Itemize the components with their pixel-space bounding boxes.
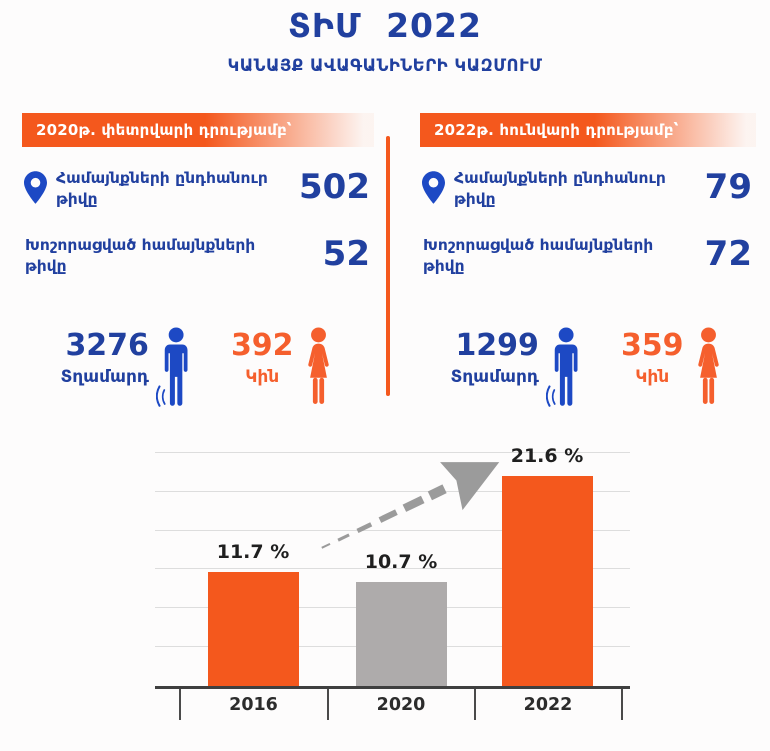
x-axis-label: 2020	[376, 695, 426, 715]
page-title: ՏԻՄ 2022	[288, 6, 482, 45]
growth-arrow-icon	[321, 462, 500, 549]
bar-value-label: 11.7 %	[216, 541, 290, 563]
panel-2022: 2022թ. հունվարի դրությամբ՝ Համայնքների ը…	[420, 113, 756, 407]
gender-stats-2020: 3276 Տղամարդ 392 Կին	[22, 327, 374, 411]
stat-value: 72	[704, 234, 752, 274]
location-pin-icon	[420, 168, 454, 204]
stat-label: Խոշորացված համայնքների թիվը	[25, 236, 256, 275]
location-pin-icon	[22, 168, 56, 204]
panel-2020-header: 2020թ. փետրվարի դրությամբ՝	[22, 113, 374, 147]
bar-value-label: 10.7 %	[364, 551, 438, 573]
women-count: 359	[620, 328, 684, 363]
panel-2020: 2020թ. փետրվարի դրությամբ՝ Համայնքների ը…	[22, 113, 374, 407]
stat-value: 52	[322, 234, 370, 274]
axis-tick	[327, 689, 329, 720]
axis-tick	[474, 689, 476, 720]
men-count: 3276	[65, 328, 149, 363]
bar-chart: 11.7 % 10.7 % 21.6 % 2016 2020 2022	[155, 445, 630, 740]
stat-label: Համայնքների ընդհանուր թիվը	[56, 169, 268, 208]
gridline	[155, 568, 630, 569]
men-stat: 3276 Տղամարդ	[60, 327, 191, 411]
stat-label: Համայնքների ընդհանուր թիվը	[454, 169, 666, 208]
women-label: Կին	[635, 367, 670, 387]
man-icon	[155, 327, 191, 411]
x-axis-label: 2022	[523, 695, 573, 715]
chart-bar	[356, 582, 447, 686]
stat-label: Խոշորացված համայնքների թիվը	[423, 236, 654, 275]
stat-value: 79	[704, 167, 752, 207]
chart-bar	[502, 476, 593, 686]
chart-bar	[208, 572, 299, 686]
vertical-divider	[386, 136, 390, 396]
stat-row-total-communities: Համայնքների ընդհանուր թիվը 79	[420, 168, 756, 210]
women-stat: 359 Կին	[621, 327, 726, 411]
stat-row-enlarged-communities: Խոշորացված համայնքների թիվը 72	[420, 235, 756, 277]
women-stat: 392 Կին	[231, 327, 336, 411]
panel-2022-header: 2022թ. հունվարի դրությամբ՝	[420, 113, 756, 147]
chart-plot: 11.7 % 10.7 % 21.6 %	[155, 445, 630, 689]
page-subtitle: ԿԱՆԱՅՔ ԱՎԱԳԱՆԻՆԵՐԻ ԿԱԶՄՈՒՄ	[227, 56, 543, 75]
woman-icon	[301, 327, 336, 411]
gridline	[155, 491, 630, 492]
bar-value-label: 21.6 %	[510, 445, 584, 467]
men-label: Տղամարդ	[450, 367, 539, 387]
stat-value: 502	[299, 167, 370, 207]
woman-icon	[691, 327, 726, 411]
axis-tick	[621, 689, 623, 720]
men-label: Տղամարդ	[60, 367, 149, 387]
men-count: 1299	[455, 328, 539, 363]
axis-tick	[179, 689, 181, 720]
women-label: Կին	[245, 367, 280, 387]
stat-row-total-communities: Համայնքների ընդհանուր թիվը 502	[22, 168, 374, 210]
gridline	[155, 452, 630, 453]
man-icon	[545, 327, 581, 411]
x-axis-label: 2016	[229, 695, 278, 715]
women-count: 392	[230, 328, 294, 363]
men-stat: 1299 Տղամարդ	[450, 327, 581, 411]
stat-row-enlarged-communities: Խոշորացված համայնքների թիվը 52	[22, 235, 374, 277]
gridline	[155, 530, 630, 531]
gender-stats-2022: 1299 Տղամարդ 359 Կին	[420, 327, 756, 411]
